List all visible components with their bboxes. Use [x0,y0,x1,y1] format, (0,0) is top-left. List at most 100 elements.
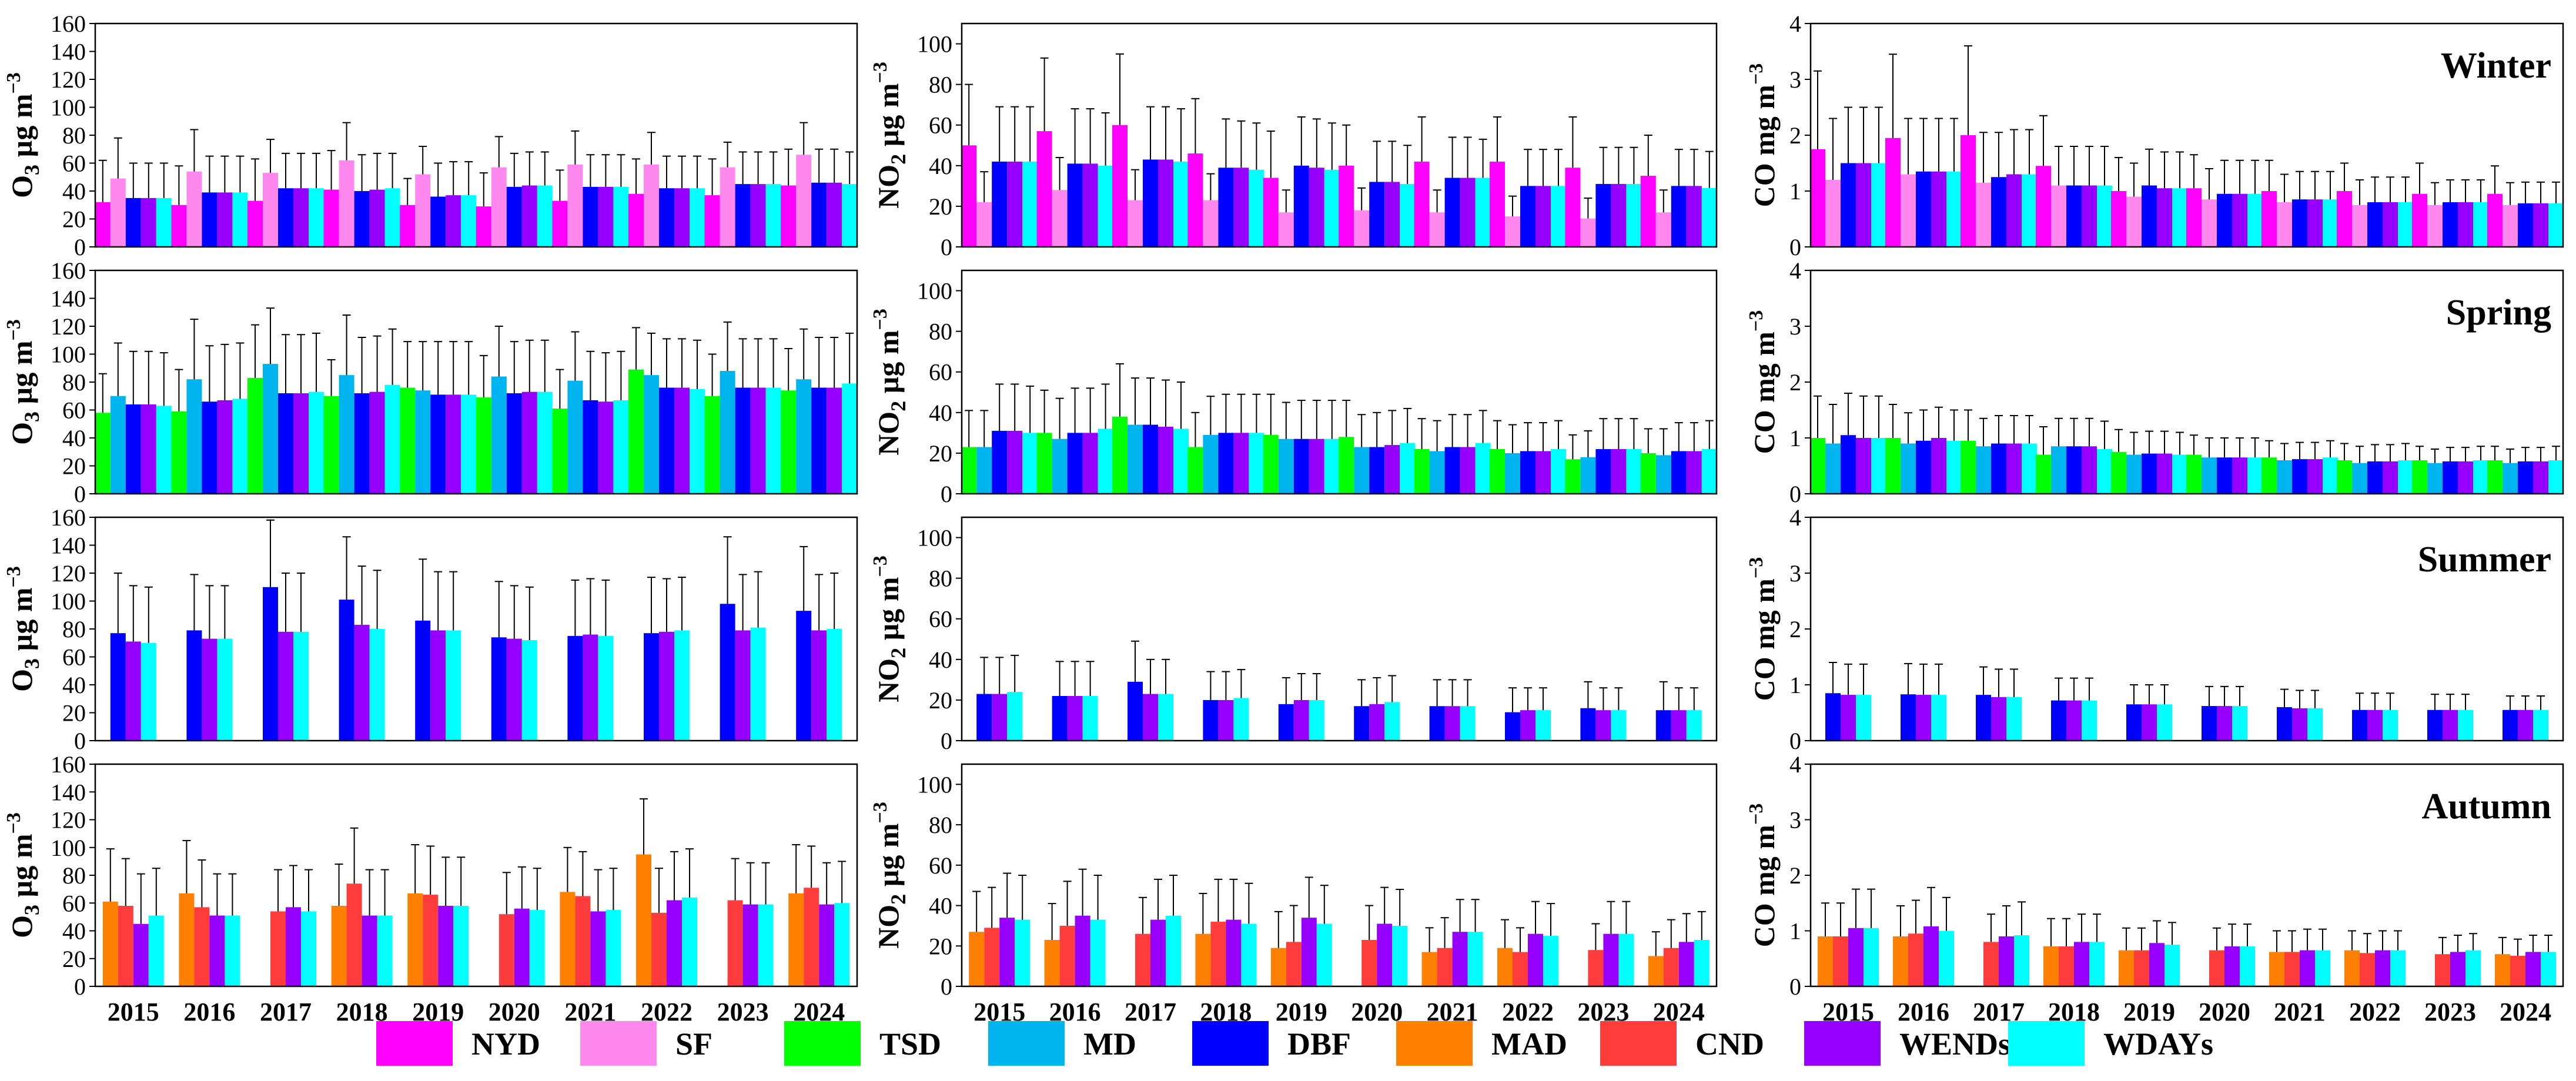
bar-tsd-2017 [1112,416,1128,494]
bar-md-2024 [2503,463,2518,494]
y-axis-label-unit: µg m [872,823,905,893]
bar-wends-2021 [590,911,606,986]
bar-wdays-2022 [674,630,690,741]
bar-wdays-2016 [1946,440,1962,494]
y-axis-label-exp: −3 [1745,804,1767,825]
bar-sf-2020 [2202,199,2217,247]
y-tick-label: 20 [62,206,86,233]
bar-tsd-2018 [1187,447,1203,494]
y-tick-label: 2 [1789,369,1801,396]
bar-wends-2015 [1856,438,1871,494]
bar-wdays-2016 [232,192,248,247]
bar-dbf-2016 [1916,171,1931,247]
bar-wends-2023 [1611,183,1627,247]
x-tick-label: 2022 [2349,998,2401,1026]
bar-wdays-2020 [537,391,553,494]
bar-sf-2017 [1976,182,1991,247]
bar-wdays-2020 [1384,702,1400,741]
y-tick-label: 60 [62,890,86,916]
y-axis-label-exp: −3 [869,309,891,330]
bar-nyd-2016 [1885,138,1901,247]
bar-wdays-2019 [446,630,461,741]
bar-wends-2015 [1007,430,1023,494]
bar-wends-2017 [1143,694,1158,741]
y-tick-label: 60 [929,852,952,879]
bar-tsd-2024 [781,390,797,494]
bar-wdays-2018 [2097,449,2112,494]
bar-wdays-2023 [1611,710,1627,741]
y-axis-label: CO mg m−3 [1745,63,1781,208]
bar-wends-2018 [1218,700,1234,741]
bar-dbf-2017 [278,393,293,494]
y-axis-label-exp: −3 [869,62,891,83]
y-tick-label: 60 [929,606,952,632]
bar-sf-2019 [1278,212,1294,247]
bar-dbf-2017 [263,587,278,741]
bar-cnd-2015 [118,905,133,986]
y-tick-label: 100 [917,771,952,798]
bar-wends-2015 [1848,928,1864,986]
bar-wends-2023 [1603,933,1619,986]
bar-cnd-2024 [1663,948,1679,986]
bar-dbf-2017 [1143,159,1158,247]
bar-wdays-2024 [842,184,858,247]
y-axis-label: O3 µg m−3 [3,319,44,445]
bar-wends-2024 [827,182,842,247]
bar-wdays-2024 [1701,449,1717,494]
bar-tsd-2023 [704,396,720,494]
bar-dbf-2015 [1841,163,1856,247]
bar-dbf-2023 [735,387,751,494]
bar-wends-2015 [1841,695,1856,741]
y-tick-label: 140 [51,533,86,559]
bar-dbf-2018 [2066,185,2082,247]
bar-wdays-2018 [2089,942,2105,986]
bar-nyd-2022 [2337,191,2352,247]
bar-cnd-2018 [2059,946,2074,986]
bar-dbf-2020 [1369,182,1385,247]
bar-dbf-2020 [2217,193,2232,247]
y-tick-label: 100 [917,278,952,304]
bar-dbf-2018 [354,393,370,494]
bar-wdays-2022 [1551,449,1566,494]
bar-wends-2022 [667,900,682,986]
y-axis-label-main: NO [872,905,905,949]
bar-wdays-2020 [529,910,545,986]
bar-md-2019 [1278,439,1294,494]
bar-wends-2023 [2458,461,2473,494]
bar-dbf-2021 [1444,447,1460,494]
y-tick-label: 3 [1789,560,1801,587]
bar-mad-2018 [1195,933,1211,986]
y-axis-label-exp: −3 [1745,557,1767,578]
bar-wends-2019 [446,195,461,247]
bar-wdays-2015 [1864,928,1879,986]
bar-wends-2023 [2450,952,2465,986]
bar-wdays-2021 [613,186,629,247]
bar-wends-2016 [202,638,218,741]
bar-nyd-2016 [1036,131,1052,247]
bar-wends-2015 [125,641,141,741]
y-axis-label-main: CO mg m [1748,85,1781,207]
y-tick-label: 2 [1789,616,1801,642]
bar-md-2018 [1203,434,1219,494]
bar-wends-2022 [1520,710,1535,741]
x-tick-label: 2016 [183,998,235,1026]
bar-dbf-2024 [811,387,827,494]
bar-tsd-2020 [2186,454,2202,494]
y-axis-label-main: NO [872,165,905,209]
bar-nyd-2023 [2412,193,2427,247]
bar-dbf-2015 [110,633,126,741]
bar-dbf-2017 [1991,177,2006,247]
bar-cnd-2022 [651,912,667,986]
bar-cnd-2018 [1210,922,1226,986]
bar-wdays-2024 [1701,188,1717,247]
bar-wends-2024 [827,387,842,494]
bar-mad-2019 [407,893,423,986]
y-tick-label: 80 [62,122,86,149]
bar-sf-2020 [491,167,507,247]
bar-wdays-2019 [461,394,477,494]
bar-dbf-2022 [644,633,659,741]
bar-nyd-2015 [95,202,111,247]
bar-wends-2018 [1233,168,1249,247]
bar-dbf-2024 [2518,461,2533,494]
bar-nyd-2021 [1414,161,1430,247]
